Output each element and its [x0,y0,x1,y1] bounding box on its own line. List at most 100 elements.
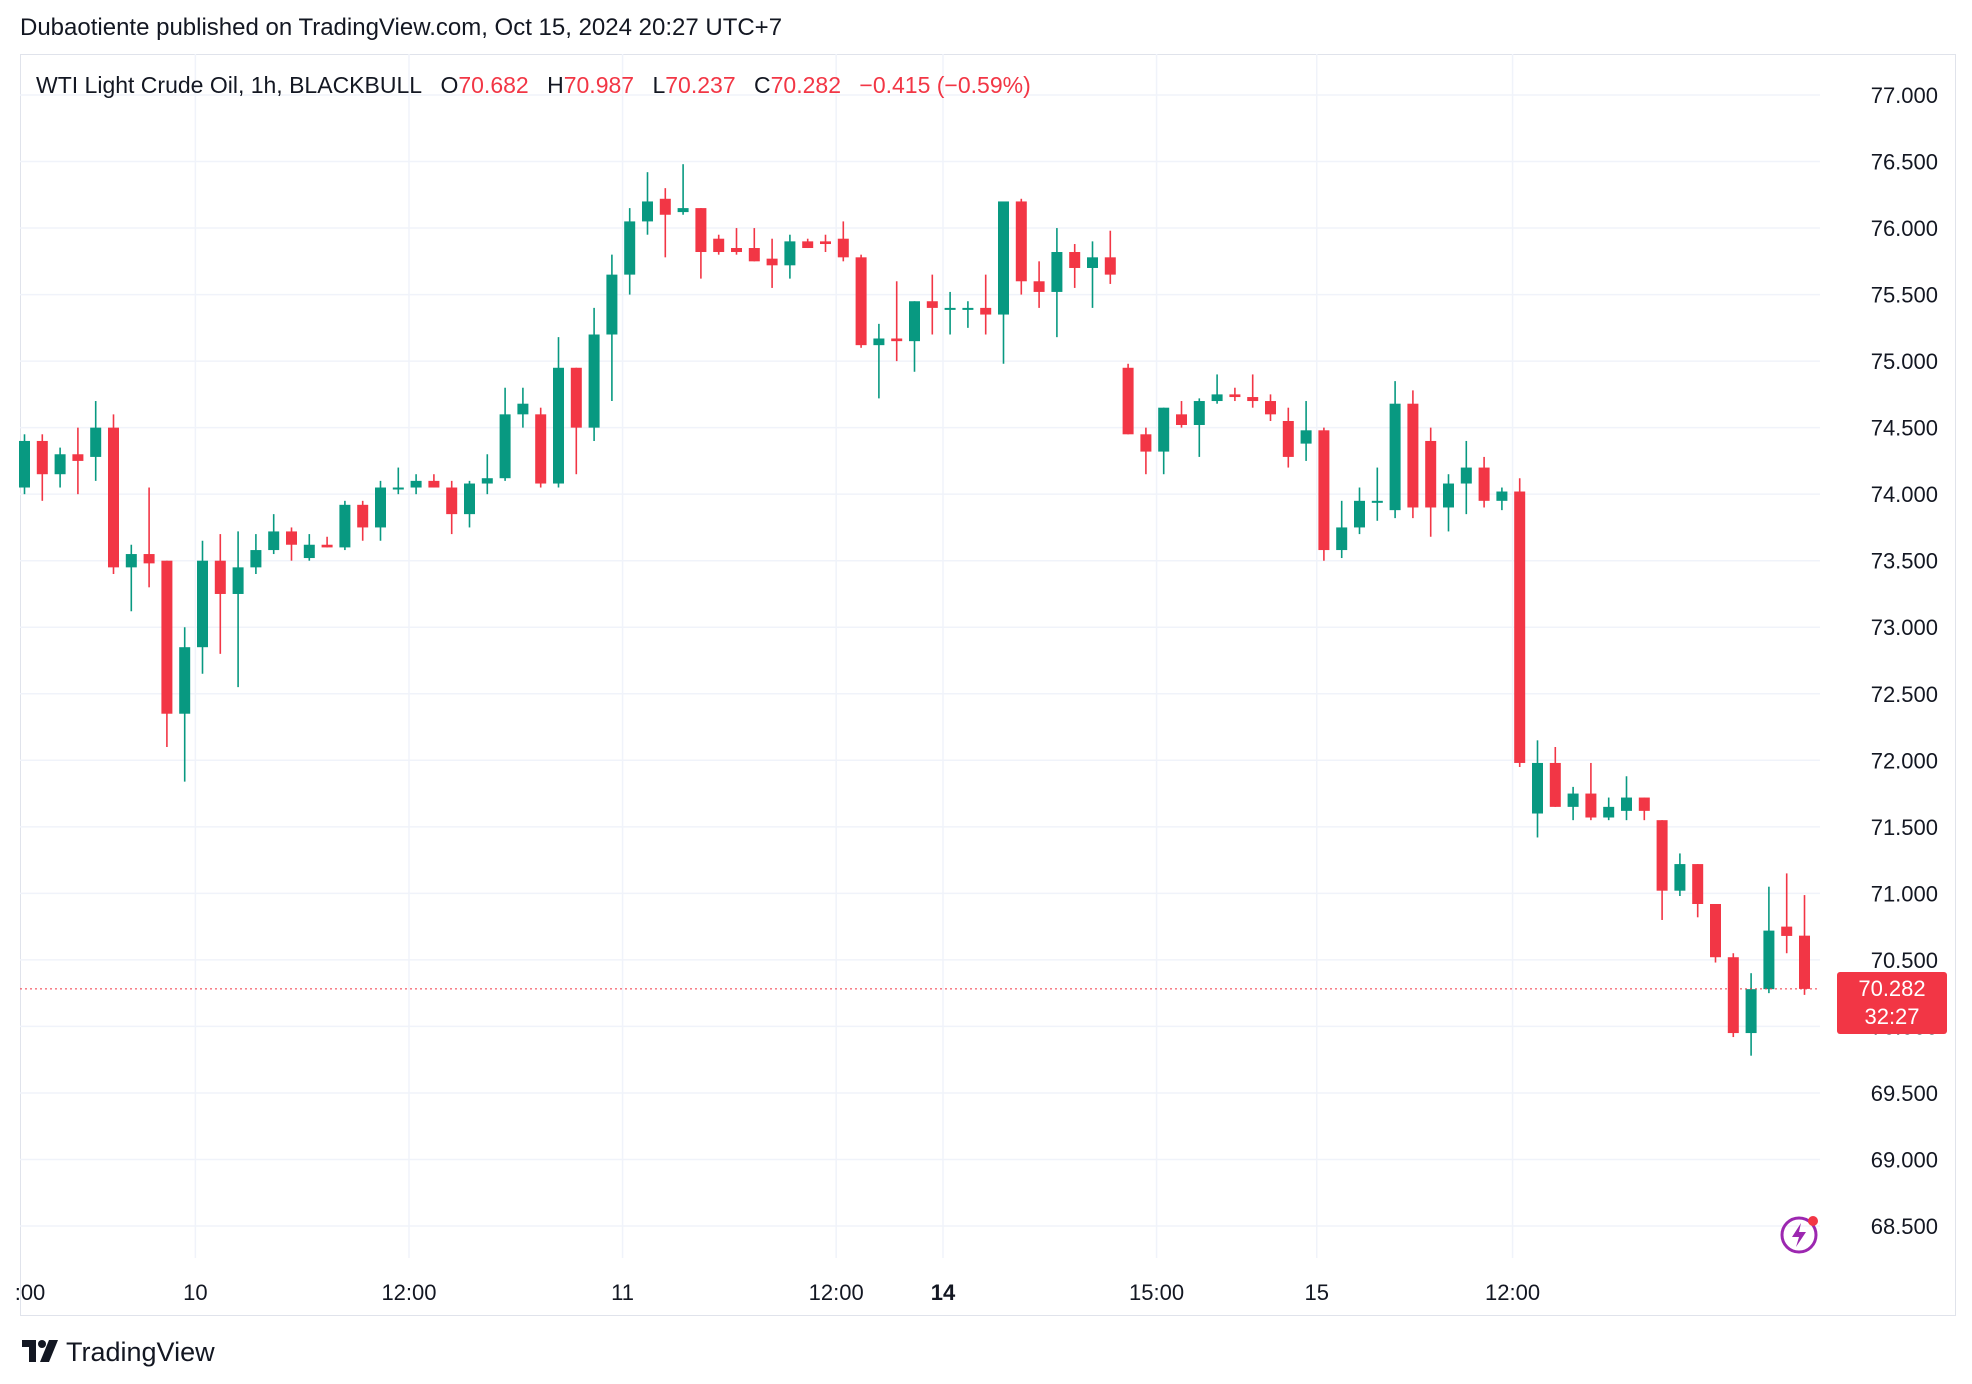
candle[interactable] [1407,390,1419,519]
candle[interactable] [268,514,280,555]
candle[interactable] [1122,363,1134,435]
candle[interactable] [1496,487,1508,511]
candle[interactable] [179,627,191,782]
candle[interactable] [19,434,30,495]
candle[interactable] [713,234,725,255]
candle[interactable] [1603,797,1615,821]
candle[interactable] [1247,374,1259,408]
candle[interactable] [410,474,422,495]
candle[interactable] [499,387,511,481]
candle[interactable] [624,208,636,295]
candle[interactable] [1318,427,1330,561]
candle[interactable] [1282,407,1294,468]
candle[interactable] [1514,478,1526,767]
candle[interactable] [1193,398,1205,457]
candle[interactable] [1176,401,1187,428]
candle[interactable] [909,301,920,372]
candle[interactable] [802,238,814,249]
candle[interactable] [36,434,48,501]
candle[interactable] [855,254,867,348]
candle[interactable] [570,367,582,475]
candle[interactable] [1389,381,1401,519]
candle[interactable] [1443,474,1454,532]
candle[interactable] [1532,740,1543,838]
candle[interactable] [1015,198,1027,295]
candle[interactable] [303,534,315,561]
candle[interactable] [286,527,297,561]
candle[interactable] [517,387,529,428]
candle[interactable] [998,201,1009,364]
tradingview-logo-icon[interactable] [22,1340,60,1369]
candle[interactable] [197,540,208,674]
candle[interactable] [1069,244,1081,288]
candle[interactable] [392,467,404,495]
candle[interactable] [446,480,458,535]
candle[interactable] [143,487,155,588]
candle[interactable] [926,274,938,335]
candle[interactable] [766,238,778,288]
candle[interactable] [1460,440,1472,515]
candle[interactable] [980,274,992,335]
candle[interactable] [1300,401,1312,461]
candle[interactable] [1567,786,1579,821]
candle[interactable] [873,323,885,399]
candle[interactable] [481,454,493,495]
candle[interactable] [1140,427,1152,475]
candle[interactable] [944,291,956,335]
candle[interactable] [1710,903,1721,963]
candle[interactable] [1478,456,1490,508]
candle[interactable] [357,500,369,541]
candle[interactable] [1425,427,1437,537]
candle[interactable] [837,221,849,262]
candle[interactable] [464,480,475,528]
candle[interactable] [125,544,137,612]
candle[interactable] [232,531,244,688]
candle[interactable] [54,447,66,488]
lightning-bolt-icon[interactable] [1780,1214,1820,1254]
candle[interactable] [588,307,600,441]
candle[interactable] [1229,387,1241,402]
candle[interactable] [72,427,84,495]
candle[interactable] [1763,886,1775,994]
candle[interactable] [1549,746,1561,807]
candle[interactable] [1727,953,1739,1038]
candle[interactable] [339,500,351,551]
candle[interactable] [1656,820,1668,920]
candle[interactable] [1585,762,1597,821]
candle[interactable] [321,536,333,548]
candle[interactable] [1033,261,1045,308]
candle[interactable] [891,281,903,362]
candle[interactable] [108,414,119,575]
candle[interactable] [1087,241,1098,308]
candle[interactable] [1692,864,1704,918]
candle[interactable] [820,234,831,253]
candle[interactable] [642,172,653,235]
candle[interactable] [1354,487,1365,535]
candle[interactable] [1799,895,1810,995]
candle[interactable] [1104,230,1116,284]
candle[interactable] [428,474,440,488]
candle[interactable] [1745,973,1757,1056]
candle[interactable] [553,337,564,488]
candle[interactable] [962,301,974,328]
candle[interactable] [214,534,226,654]
candle[interactable] [535,407,547,488]
candle[interactable] [1336,500,1348,559]
candle[interactable] [748,228,760,262]
candle[interactable] [695,208,707,279]
candle[interactable] [606,254,618,402]
candle[interactable] [677,164,689,215]
candle[interactable] [250,534,262,575]
candle[interactable] [659,188,671,258]
candle[interactable] [1051,228,1063,338]
candle[interactable] [784,234,796,279]
candle[interactable] [1781,873,1793,954]
candle[interactable] [1158,407,1170,475]
candle[interactable] [375,480,386,541]
candle[interactable] [1371,467,1383,521]
candle[interactable] [731,228,742,255]
tradingview-brand[interactable]: TradingView [66,1337,215,1367]
candle[interactable] [1674,853,1686,897]
candle[interactable] [1638,797,1650,821]
